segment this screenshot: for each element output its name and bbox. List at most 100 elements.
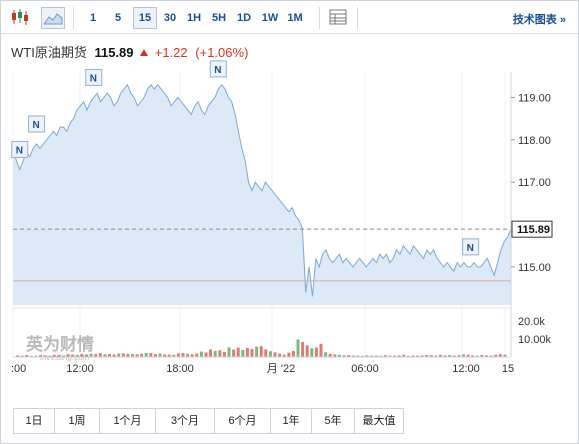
volume-bar bbox=[452, 355, 456, 357]
volume-bar bbox=[227, 347, 231, 357]
volume-bar bbox=[425, 355, 429, 357]
news-marker[interactable] bbox=[28, 115, 46, 133]
price-area-fill bbox=[13, 84, 511, 305]
volume-bar bbox=[62, 355, 65, 357]
volume-bar bbox=[356, 355, 360, 357]
volume-bar bbox=[39, 355, 42, 357]
toolbar-divider bbox=[73, 7, 74, 29]
volume-bar bbox=[29, 355, 33, 357]
volume-bar bbox=[149, 353, 153, 357]
range-button-2[interactable]: 1个月 bbox=[100, 409, 156, 433]
timeframe-30[interactable]: 30 bbox=[163, 12, 177, 24]
instrument-name: WTI原油期货 bbox=[11, 45, 87, 60]
x-tick-label: 06:00 bbox=[351, 363, 379, 375]
x-tick-label: 月 '22 bbox=[267, 363, 295, 375]
timeframe-1m[interactable]: 1M bbox=[287, 12, 303, 24]
x-tick-label: :00 bbox=[11, 363, 26, 375]
volume-bar bbox=[259, 346, 263, 357]
candlestick-chart-icon[interactable] bbox=[9, 7, 31, 27]
volume-bar bbox=[75, 355, 79, 357]
volume-bar bbox=[34, 355, 38, 357]
volume-bar bbox=[16, 355, 19, 357]
volume-bar bbox=[420, 355, 424, 357]
volume-bar bbox=[209, 349, 213, 357]
range-button-6[interactable]: 5年 bbox=[312, 409, 355, 433]
price-change-percent: (+1.06%) bbox=[195, 45, 249, 60]
volume-bar bbox=[347, 355, 351, 357]
news-marker[interactable] bbox=[85, 68, 103, 86]
volume-bar bbox=[94, 354, 98, 357]
last-price-badge bbox=[511, 220, 553, 238]
range-button-3[interactable]: 3个月 bbox=[156, 409, 215, 433]
volume-bar bbox=[181, 353, 185, 357]
volume-bar bbox=[291, 351, 295, 357]
volume-bar bbox=[108, 354, 111, 357]
volume-bar bbox=[439, 354, 442, 357]
table-view-icon[interactable] bbox=[327, 7, 349, 27]
volume-bar bbox=[204, 352, 208, 357]
watermark-brand: 英为财情 bbox=[26, 334, 94, 355]
range-button-1[interactable]: 1周 bbox=[55, 409, 100, 433]
volume-bar bbox=[351, 355, 355, 357]
volume-bar bbox=[310, 348, 314, 357]
news-marker[interactable] bbox=[11, 140, 29, 158]
volume-bar bbox=[429, 355, 433, 357]
news-marker[interactable] bbox=[209, 60, 227, 78]
volume-bar bbox=[255, 346, 259, 357]
x-tick-label: 15 bbox=[502, 363, 514, 375]
volume-bar bbox=[71, 354, 75, 357]
volume-bar bbox=[131, 354, 134, 357]
timeframe-1h[interactable]: 1H bbox=[186, 12, 202, 24]
volume-bar bbox=[66, 354, 70, 357]
volume-bar bbox=[393, 355, 396, 357]
volume-bar bbox=[333, 354, 337, 357]
volume-bar bbox=[273, 352, 277, 357]
volume-bar bbox=[480, 355, 484, 357]
price-chart[interactable]: 119.00118.00117.00115.00115.89NNNNN英为财情I… bbox=[0, 60, 579, 380]
range-button-4[interactable]: 6个月 bbox=[215, 409, 271, 433]
volume-bar bbox=[406, 355, 410, 357]
volume-bar bbox=[397, 355, 401, 357]
volume-bar bbox=[264, 349, 268, 357]
volume-bar bbox=[287, 352, 291, 357]
volume-bar bbox=[167, 354, 171, 357]
volume-bar bbox=[98, 353, 102, 357]
timeframe-1[interactable]: 1 bbox=[89, 12, 97, 24]
volume-bar bbox=[282, 354, 286, 357]
volume-bar bbox=[153, 354, 157, 357]
volume-bar bbox=[301, 342, 305, 357]
volume-bar bbox=[416, 355, 419, 357]
volume-bar bbox=[48, 355, 52, 357]
volume-bar bbox=[176, 353, 180, 357]
timeframe-5[interactable]: 5 bbox=[114, 12, 122, 24]
timeframe-1d[interactable]: 1D bbox=[236, 12, 252, 24]
volume-bar bbox=[370, 355, 374, 357]
volume-bar bbox=[475, 355, 479, 357]
volume-bar bbox=[443, 355, 447, 357]
volume-bar bbox=[314, 347, 318, 357]
news-marker[interactable] bbox=[462, 238, 480, 256]
x-tick-label: 12:00 bbox=[452, 363, 480, 375]
volume-bar bbox=[250, 349, 254, 357]
volume-bar bbox=[278, 353, 282, 357]
volume-bar bbox=[337, 354, 341, 357]
tech-chart-link[interactable]: 技术图表 » bbox=[512, 14, 566, 26]
area-chart-icon[interactable] bbox=[41, 7, 65, 29]
toolbar-divider bbox=[319, 7, 320, 29]
volume-bar bbox=[190, 354, 194, 357]
range-button-5[interactable]: 1年 bbox=[271, 409, 312, 433]
timeframe-15[interactable]: 15 bbox=[133, 7, 157, 29]
volume-bar bbox=[457, 355, 461, 357]
volume-bar bbox=[218, 350, 222, 357]
range-button-0[interactable]: 1日 bbox=[14, 409, 55, 433]
volume-bar bbox=[85, 354, 88, 357]
volume-bar bbox=[213, 350, 217, 357]
volume-bar bbox=[503, 354, 507, 357]
news-marker-label: N bbox=[214, 65, 221, 76]
volume-bar bbox=[462, 354, 465, 357]
volume-bar bbox=[103, 354, 107, 357]
range-button-7[interactable]: 最大值 bbox=[362, 415, 396, 427]
timeframe-1w[interactable]: 1W bbox=[261, 12, 279, 24]
timeframe-5h[interactable]: 5H bbox=[211, 12, 227, 24]
volume-bar bbox=[158, 353, 162, 357]
